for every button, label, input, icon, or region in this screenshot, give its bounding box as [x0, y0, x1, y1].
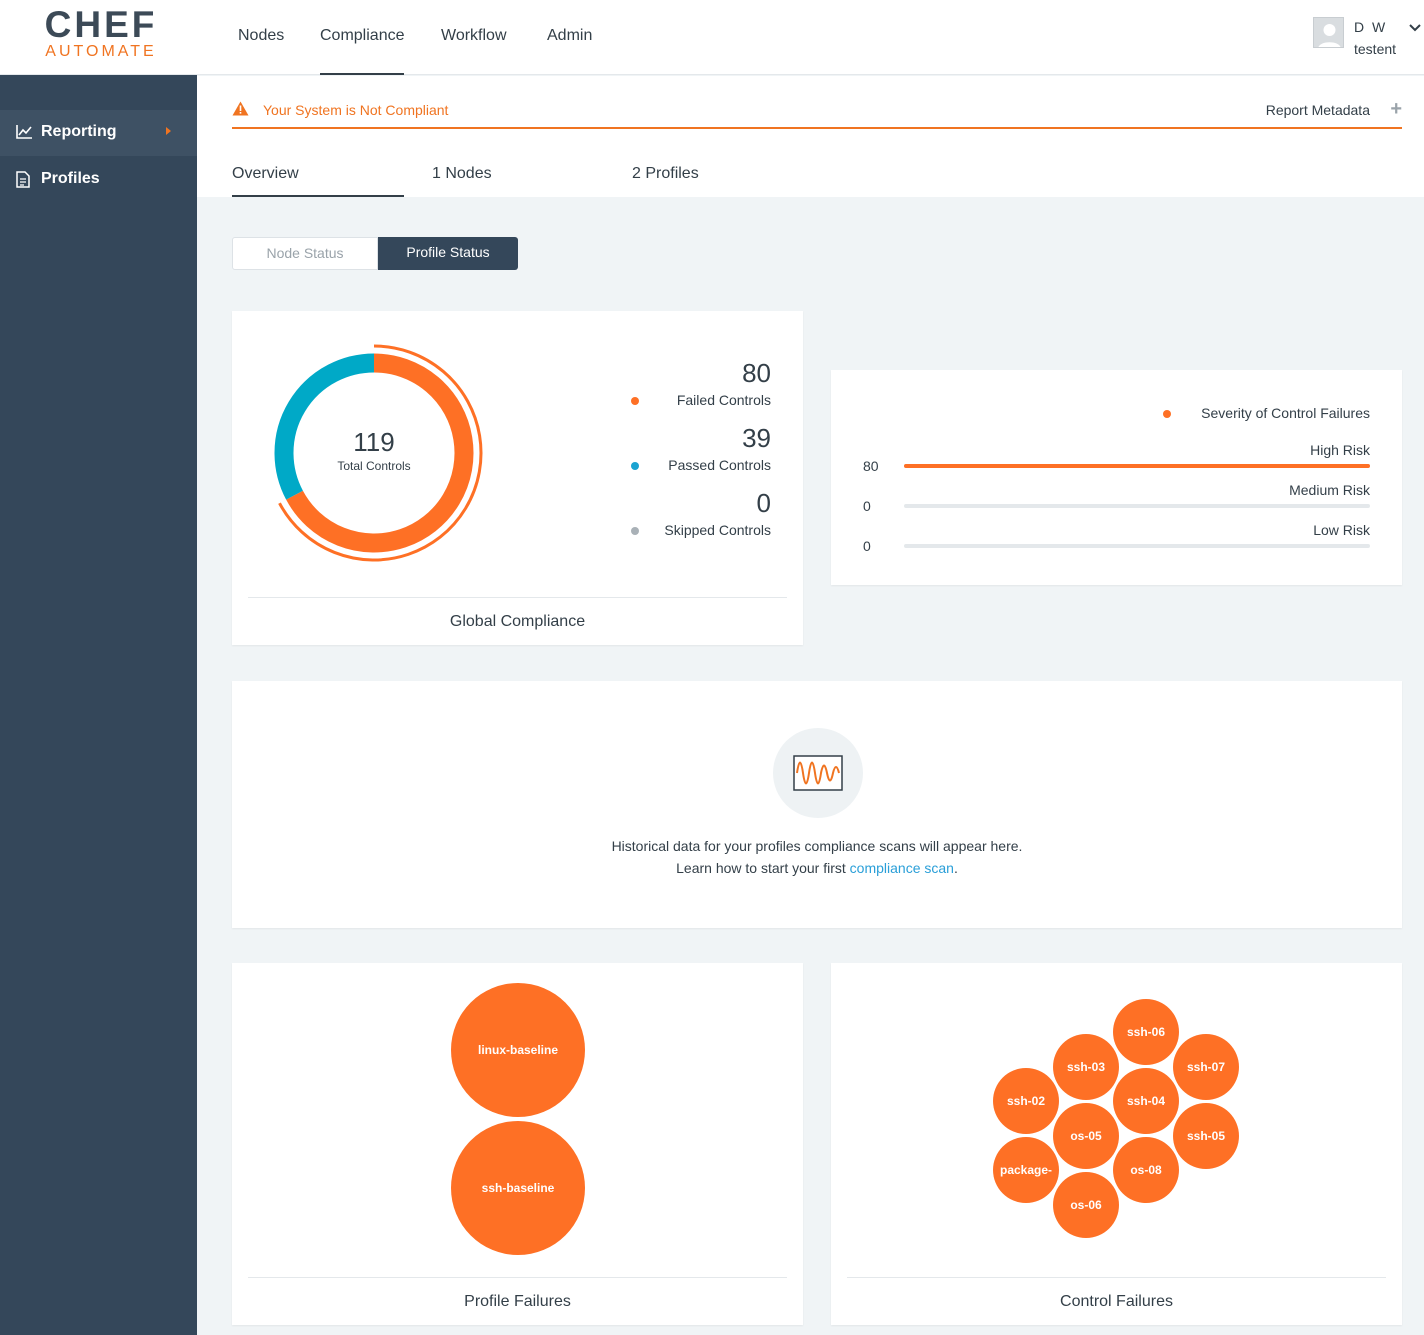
- sidebar-item-label: Profiles: [41, 170, 100, 187]
- control-bubble[interactable]: os-06: [1053, 1172, 1119, 1238]
- low-risk-label: Low Risk: [1313, 522, 1370, 538]
- chart-line-icon: [16, 124, 33, 144]
- profile-bubble[interactable]: ssh-baseline: [451, 1121, 585, 1255]
- sidebar-item-profiles[interactable]: Profiles: [0, 157, 197, 203]
- control-bubble[interactable]: ssh-04: [1113, 1068, 1179, 1134]
- passed-controls-value: 39: [742, 423, 771, 453]
- history-help-suffix: .: [953, 860, 958, 876]
- profile-failures-card: linux-baseline ssh-baseline Profile Fail…: [232, 963, 803, 1325]
- low-risk-value: 0: [863, 538, 871, 554]
- severity-card: Severity of Control Failures High Risk 8…: [831, 370, 1402, 585]
- warning-icon: [232, 101, 249, 121]
- passed-controls-label: Passed Controls: [668, 457, 771, 473]
- divider: [248, 597, 787, 598]
- control-failures-card: ssh-06 ssh-03 ssh-07 ssh-02 ssh-04 os-05…: [831, 963, 1402, 1325]
- high-risk-value: 80: [863, 458, 879, 474]
- control-bubble[interactable]: ssh-07: [1173, 1034, 1239, 1100]
- medium-risk-track: [904, 504, 1370, 508]
- tab-profiles[interactable]: 2 Profiles: [632, 165, 699, 182]
- user-org: testent: [1354, 41, 1397, 57]
- skipped-controls-value: 0: [756, 488, 771, 518]
- divider: [248, 1277, 787, 1278]
- nav-compliance[interactable]: Compliance: [320, 0, 405, 75]
- global-compliance-title: Global Compliance: [449, 613, 586, 630]
- caret-right-icon: [166, 127, 171, 135]
- plus-icon[interactable]: +: [1390, 98, 1402, 120]
- history-message: Historical data for your profiles compli…: [611, 838, 1023, 854]
- historical-data-card: Historical data for your profiles compli…: [232, 681, 1402, 928]
- total-controls-value: 119: [353, 427, 395, 457]
- control-failures-title: Control Failures: [1060, 1293, 1173, 1310]
- donut-slice-passed-controls[interactable]: [274, 353, 375, 500]
- chef-automate-logo[interactable]: CHEF AUTOMATE: [36, 4, 166, 61]
- waveform-chart-icon: [773, 728, 863, 818]
- control-bubble[interactable]: os-08: [1113, 1137, 1179, 1203]
- control-bubble[interactable]: ssh-05: [1173, 1103, 1239, 1169]
- passed-dot: [631, 462, 639, 470]
- logo-line2: AUTOMATE: [45, 43, 157, 60]
- tab-overview[interactable]: Overview: [232, 165, 404, 197]
- nav-workflow[interactable]: Workflow: [441, 27, 507, 44]
- profile-status-button[interactable]: Profile Status: [378, 237, 518, 270]
- profile-failures-title: Profile Failures: [464, 1293, 571, 1310]
- sidebar-item-reporting[interactable]: Reporting: [0, 110, 197, 156]
- medium-risk-value: 0: [863, 498, 871, 514]
- control-bubble[interactable]: os-05: [1053, 1103, 1119, 1169]
- nav-nodes[interactable]: Nodes: [238, 27, 285, 44]
- avatar: [1313, 17, 1344, 48]
- skipped-dot: [631, 527, 639, 535]
- divider: [847, 1277, 1386, 1278]
- history-help-prefix: Learn how to start your first: [676, 860, 850, 876]
- failed-controls-label: Failed Controls: [676, 392, 771, 408]
- skipped-controls-label: Skipped Controls: [664, 522, 771, 538]
- compliance-scan-link[interactable]: compliance scan: [849, 860, 954, 876]
- high-risk-label: High Risk: [1310, 442, 1370, 458]
- control-bubble[interactable]: ssh-02: [993, 1068, 1059, 1134]
- medium-risk-label: Medium Risk: [1289, 482, 1370, 498]
- tab-nodes[interactable]: 1 Nodes: [432, 165, 492, 182]
- failed-controls-value: 80: [742, 358, 771, 388]
- document-icon: [16, 171, 30, 193]
- severity-legend-dot: [1163, 410, 1171, 418]
- low-risk-track: [904, 544, 1370, 548]
- user-name: D W: [1354, 19, 1388, 35]
- chevron-down-icon[interactable]: [1409, 20, 1421, 38]
- alert-text: Your System is Not Compliant: [263, 102, 449, 118]
- report-metadata-link[interactable]: Report Metadata: [1265, 102, 1370, 118]
- donut-slice-failed-controls[interactable]: [286, 353, 474, 553]
- control-bubble[interactable]: ssh-06: [1113, 999, 1179, 1065]
- status-toggle: Node Status Profile Status: [232, 237, 518, 270]
- global-compliance-card: 119 Total Controls 80 Failed Controls 39…: [232, 311, 803, 645]
- control-bubble[interactable]: ssh-03: [1053, 1034, 1119, 1100]
- nav-admin[interactable]: Admin: [547, 27, 593, 44]
- node-status-button[interactable]: Node Status: [232, 237, 378, 270]
- total-controls-label: Total Controls: [337, 459, 411, 473]
- high-risk-bar: [904, 464, 1370, 468]
- profile-bubble[interactable]: linux-baseline: [451, 983, 585, 1117]
- severity-legend: Severity of Control Failures: [1201, 405, 1370, 421]
- sidebar-item-label: Reporting: [41, 123, 117, 140]
- sidebar: Reporting Profiles: [0, 75, 197, 1335]
- top-bar: CHEF AUTOMATE Nodes Compliance Workflow …: [0, 0, 1424, 75]
- logo-line1: CHEF: [44, 4, 158, 45]
- control-bubble[interactable]: package-: [993, 1137, 1059, 1203]
- report-header: Your System is Not Compliant Report Meta…: [197, 76, 1424, 197]
- history-help: Learn how to start your first compliance…: [232, 860, 1402, 876]
- compliance-donut-chart: [274, 344, 483, 562]
- compliance-alert: Your System is Not Compliant Report Meta…: [232, 98, 1402, 129]
- high-risk-track: [904, 464, 1370, 468]
- donut-highlight-ring: [278, 344, 483, 562]
- failed-dot: [631, 397, 639, 405]
